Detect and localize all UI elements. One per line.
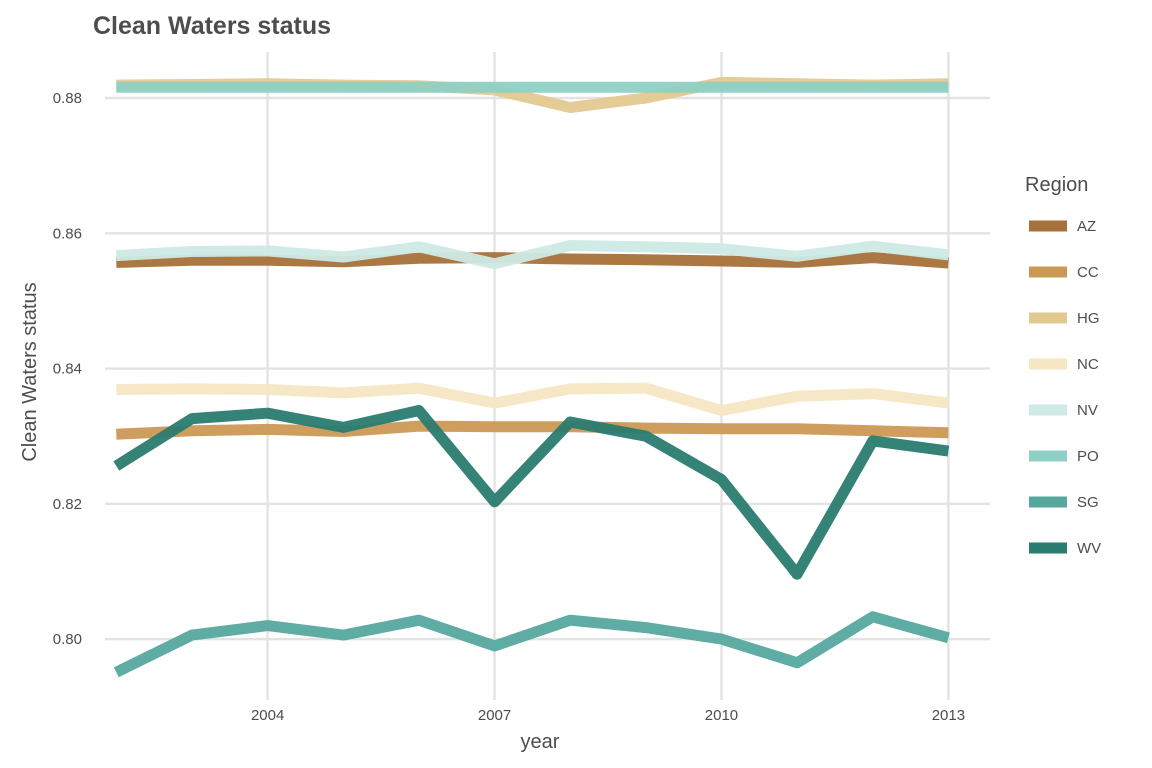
legend-item-hg: HG — [1029, 310, 1100, 327]
legend-item-po: PO — [1029, 448, 1099, 465]
legend-item-sg: SG — [1029, 494, 1099, 511]
series-line-wv — [113, 405, 950, 580]
chart-title: Clean Waters status — [93, 12, 331, 40]
legend-label: PO — [1077, 448, 1099, 465]
x-tick-labels: 2004 2007 2010 2013 — [251, 707, 965, 724]
y-tick-labels: 0.80 0.82 0.84 0.86 0.88 — [53, 90, 82, 648]
legend-item-cc: CC — [1029, 264, 1099, 281]
y-tick-label: 0.84 — [53, 361, 82, 378]
series-line-nv — [116, 240, 950, 270]
y-tick-label: 0.80 — [53, 631, 82, 648]
y-axis-title: Clean Waters status — [19, 282, 41, 461]
legend-swatch — [1029, 450, 1067, 462]
legend-label: NV — [1077, 402, 1098, 419]
legend-swatch — [1029, 266, 1067, 278]
y-tick-label: 0.88 — [53, 90, 82, 107]
legend-swatch — [1029, 312, 1067, 324]
legend-label: AZ — [1077, 218, 1096, 235]
x-axis-title: year — [521, 731, 560, 753]
legend-label: CC — [1077, 264, 1099, 281]
x-tick-label: 2013 — [932, 707, 965, 724]
legend-items: AZ CC HG NC NV PO SG WV — [1029, 218, 1101, 557]
legend-label: WV — [1077, 540, 1101, 557]
legend-label: SG — [1077, 494, 1099, 511]
x-tick-label: 2010 — [705, 707, 738, 724]
legend-label: NC — [1077, 356, 1099, 373]
legend-item-nv: NV — [1029, 402, 1098, 419]
legend-label: HG — [1077, 310, 1100, 327]
y-gridlines — [105, 96, 990, 641]
legend-item-wv: WV — [1029, 540, 1101, 557]
legend-swatch — [1029, 542, 1067, 554]
legend-swatch — [1029, 496, 1067, 508]
legend-item-az: AZ — [1029, 218, 1096, 235]
series-lines — [113, 76, 950, 678]
legend-swatch — [1029, 404, 1067, 416]
x-tick-label: 2007 — [478, 707, 511, 724]
legend: Region AZ CC HG NC NV PO SG WV — [1025, 174, 1101, 557]
x-tick-label: 2004 — [251, 707, 284, 724]
series-line-cc — [116, 420, 949, 440]
legend-title: Region — [1025, 174, 1088, 196]
legend-item-nc: NC — [1029, 356, 1099, 373]
y-tick-label: 0.86 — [53, 225, 82, 242]
y-tick-label: 0.82 — [53, 496, 82, 513]
series-line-sg — [113, 611, 950, 678]
x-gridlines — [266, 52, 950, 700]
legend-swatch — [1029, 220, 1067, 232]
legend-swatch — [1029, 358, 1067, 370]
series-line-nc — [116, 382, 950, 416]
